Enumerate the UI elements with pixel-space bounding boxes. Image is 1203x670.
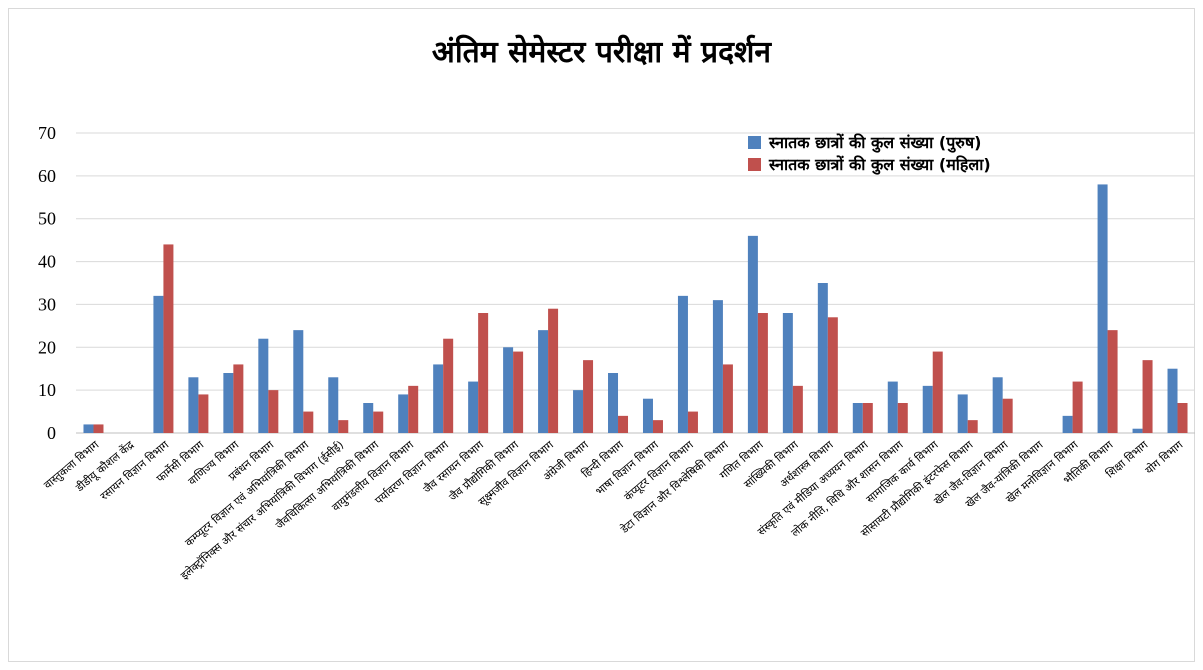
bar-female (1002, 398, 1013, 433)
bar-female (862, 403, 873, 433)
legend-entry-male: स्नातक छात्रों की कुल संख्या (पुरुष) (748, 131, 981, 153)
bar-male (398, 394, 409, 433)
bar-male (782, 313, 793, 433)
bar-female (757, 313, 768, 433)
bar-male (852, 403, 863, 433)
bar-female (443, 338, 454, 433)
bar-male (363, 403, 374, 433)
legend-label-female: स्नातक छात्रों की कुल संख्या (महिला) (769, 155, 991, 174)
bar-male (1132, 428, 1143, 433)
bar-female (163, 244, 174, 433)
y-tick-label: 70 (38, 123, 56, 143)
legend-swatch-male (748, 135, 761, 149)
y-tick-label: 30 (38, 294, 56, 314)
bar-female (198, 394, 209, 433)
y-tick-label: 50 (38, 209, 56, 229)
legend-entry-female: स्नातक छात्रों की कुल संख्या (महिला) (748, 153, 991, 175)
bar-female (618, 415, 629, 433)
bar-female (233, 364, 244, 433)
bar-female (338, 420, 349, 433)
bar-male (573, 390, 584, 433)
bar-female (268, 390, 279, 433)
bar-female (792, 385, 803, 433)
bar-male (992, 377, 1003, 433)
y-tick-label: 20 (38, 337, 56, 357)
bar-female (652, 420, 663, 433)
bar-male (83, 424, 94, 433)
bar-male (887, 381, 898, 433)
bar-male (922, 385, 933, 433)
chart-frame (8, 8, 1195, 662)
bar-male (153, 295, 164, 433)
bar-female (548, 308, 559, 433)
bar-female (1072, 381, 1083, 433)
bar-female (932, 351, 943, 433)
y-tick-label: 40 (38, 252, 56, 272)
bar-male (957, 394, 968, 433)
chart-title: अंतिम सेमेस्टर परीक्षा में प्रदर्शन (431, 35, 772, 70)
y-tick-label: 60 (38, 166, 56, 186)
bar-male (1062, 415, 1073, 433)
bar-female (897, 403, 908, 433)
bar-male (433, 364, 444, 433)
bar-female (583, 360, 594, 433)
bar-female (687, 411, 698, 433)
bar-male (642, 398, 653, 433)
bar-male (328, 377, 339, 433)
bar-male (223, 373, 234, 433)
bar-male (468, 381, 479, 433)
bar-female (373, 411, 384, 433)
bar-female (513, 351, 524, 433)
legend-label-male: स्नातक छात्रों की कुल संख्या (पुरुष) (769, 133, 982, 152)
bar-female (967, 420, 978, 433)
bar-male (1097, 184, 1108, 433)
bar-male (1167, 368, 1178, 433)
bar-female (408, 385, 419, 433)
bar-female (1142, 360, 1153, 433)
bar-male (293, 330, 304, 433)
bar-female (93, 424, 104, 433)
bar-male (258, 338, 269, 433)
bar-male (503, 347, 514, 433)
y-tick-label: 0 (47, 423, 56, 443)
bar-female (478, 313, 489, 433)
bar-female (827, 317, 838, 433)
y-tick-label: 10 (38, 380, 56, 400)
bar-female (1107, 330, 1118, 433)
bar-male (817, 283, 828, 433)
bar-male (538, 330, 549, 433)
bar-female (1177, 403, 1188, 433)
bar-male (608, 373, 619, 433)
bar-female (303, 411, 314, 433)
bar-male (712, 300, 723, 433)
bar-male (677, 295, 688, 433)
x-tick-label: योग विभाग (1143, 438, 1186, 477)
bar-male (188, 377, 199, 433)
bar-male (747, 235, 758, 433)
bar-female (722, 364, 733, 433)
legend-swatch-female (748, 157, 761, 171)
